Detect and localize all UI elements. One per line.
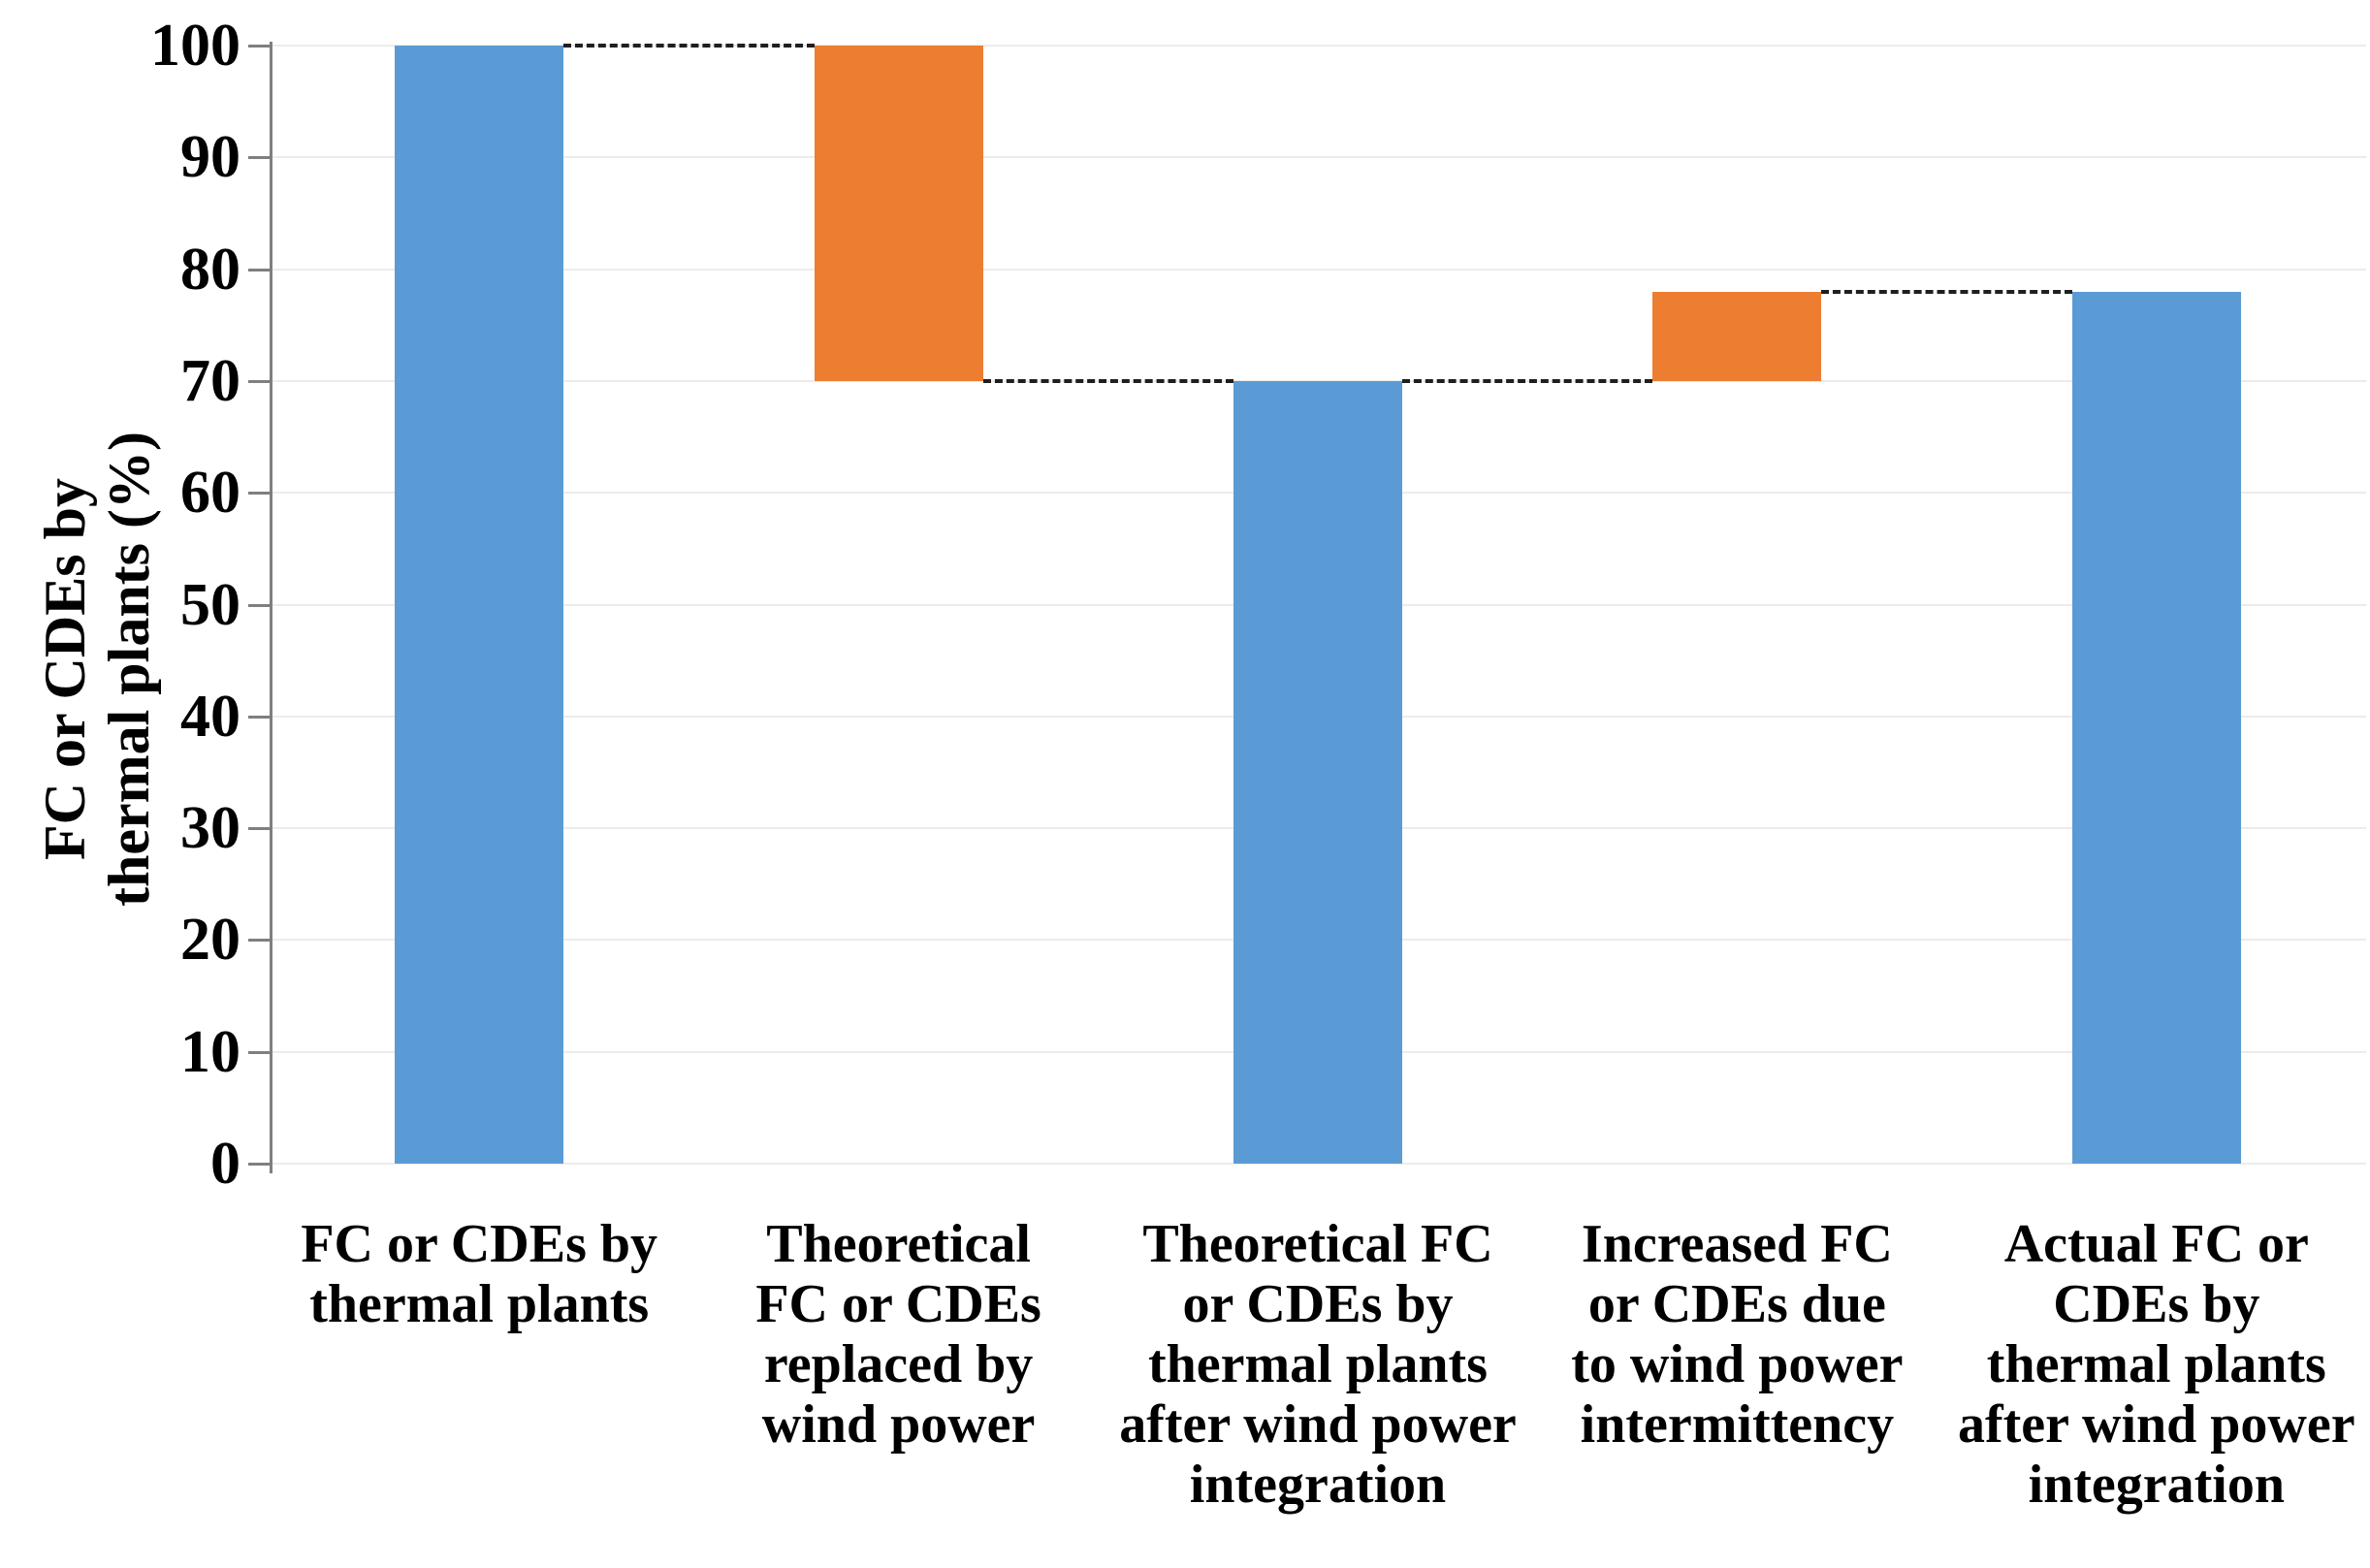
y-tick-label-90: 90 — [180, 124, 240, 191]
category-label-line: or CDEs by — [1182, 1274, 1454, 1334]
category-label-line: to wind power — [1571, 1334, 1904, 1394]
category-label-line: integration — [2028, 1455, 2285, 1515]
category-label-line: thermal plants — [309, 1274, 650, 1334]
category-label-line: Increased FC — [1581, 1214, 1893, 1274]
y-axis-line — [270, 42, 272, 1173]
y-tick-label-70: 70 — [180, 347, 240, 414]
category-label-line: replaced by — [763, 1334, 1034, 1394]
category-label-3: Theoretical FC or CDEs by thermal plants af… — [1090, 1214, 1546, 1515]
y-tick-label-60: 60 — [180, 460, 240, 527]
category-label-line: wind power — [761, 1394, 1036, 1455]
category-label-line: integration — [1189, 1455, 1447, 1515]
gridline-80 — [270, 268, 2366, 271]
category-label-line: intermittency — [1580, 1394, 1895, 1455]
category-label-line: CDEs by — [2053, 1274, 2260, 1334]
y-tick-20 — [248, 939, 270, 943]
y-axis-title-line2: thermal plants (%) — [97, 432, 161, 907]
bar-5-total — [2071, 291, 2241, 1164]
y-tick-40 — [248, 715, 270, 719]
connector-level-70 — [982, 378, 1233, 383]
category-label-1: FC or CDEs by thermal plants — [251, 1214, 707, 1334]
y-tick-label-0: 0 — [210, 1131, 240, 1197]
y-tick-70 — [248, 379, 270, 383]
y-axis-title-line1: FC or CDEs by — [33, 478, 97, 860]
bar-3-total — [1233, 380, 1402, 1164]
y-tick-90 — [248, 156, 270, 160]
bar-2-delta — [814, 46, 983, 381]
category-label-4: Increased FC or CDEs due to wind power inte… — [1509, 1214, 1965, 1455]
gridline-100 — [270, 45, 2366, 47]
category-label-line: Theoretical FC — [1142, 1214, 1493, 1274]
category-label-line: thermal plants — [1148, 1334, 1488, 1394]
y-tick-label-100: 100 — [150, 13, 240, 79]
gridline-0 — [270, 1163, 2366, 1165]
y-tick-label-80: 80 — [180, 236, 240, 303]
y-tick-30 — [248, 827, 270, 831]
y-tick-0 — [248, 1163, 270, 1166]
y-tick-50 — [248, 603, 270, 607]
y-tick-label-50: 50 — [180, 571, 240, 638]
gridline-90 — [270, 156, 2366, 159]
category-label-line: Theoretical — [766, 1214, 1031, 1274]
category-label-line: after wind power — [1958, 1394, 2355, 1455]
bar-1-total — [395, 46, 564, 1164]
y-tick-10 — [248, 1050, 270, 1054]
connector-level-78 — [1821, 289, 2072, 294]
y-tick-80 — [248, 268, 270, 272]
category-label-5: Actual FC or CDEs by thermal plants after w… — [1929, 1214, 2370, 1515]
category-label-line: FC or CDEs — [755, 1274, 1041, 1334]
y-tick-100 — [248, 45, 270, 48]
y-tick-label-40: 40 — [180, 683, 240, 750]
category-label-2: Theoretical FC or CDEs replaced by wind pow… — [671, 1214, 1127, 1455]
category-label-line: or CDEs due — [1587, 1274, 1886, 1334]
category-label-line: Actual FC or — [2003, 1214, 2309, 1274]
category-label-line: FC or CDEs by — [301, 1214, 658, 1274]
category-label-line: thermal plants — [1986, 1334, 2326, 1394]
y-tick-label-20: 20 — [180, 907, 240, 974]
y-tick-60 — [248, 492, 270, 496]
y-axis-title: FC or CDEs by thermal plants (%) — [33, 432, 161, 907]
connector-level-100 — [563, 44, 815, 48]
y-tick-label-10: 10 — [180, 1018, 240, 1085]
connector-level-70 — [1402, 378, 1653, 383]
category-label-line: after wind power — [1119, 1394, 1517, 1455]
bar-4-delta — [1652, 291, 1822, 381]
y-tick-label-30: 30 — [180, 795, 240, 862]
